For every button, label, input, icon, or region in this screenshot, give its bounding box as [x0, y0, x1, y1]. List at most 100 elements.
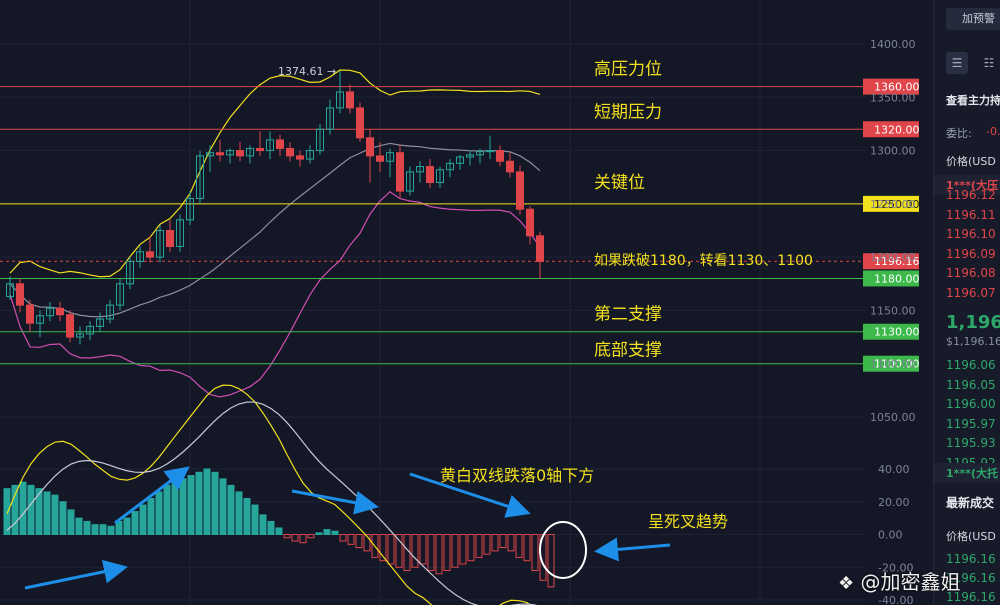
death-cross-circle: [539, 521, 587, 579]
macd-histogram-bar: [379, 534, 387, 562]
chart-area[interactable]: 1360.00 高压力位 1320.00 短期压力 1250.00 关键位 1180.00 1…: [0, 0, 933, 605]
bid-price: 1195.97: [946, 416, 996, 431]
macd-histogram-bar: [107, 525, 115, 535]
candle-body: [486, 150, 494, 153]
candle-body: [36, 315, 44, 324]
macd-histogram-bar: [523, 534, 531, 562]
macd-histogram-bar: [363, 534, 371, 552]
candle-body: [426, 166, 434, 184]
macd-tick-label: 0.00: [878, 529, 903, 542]
candle-body: [266, 139, 274, 152]
dea-line: [6, 401, 538, 605]
trade-price-header: 价格(USD: [946, 530, 996, 543]
candle-body: [196, 155, 204, 200]
add-alert-button[interactable]: 加预警: [946, 8, 1000, 30]
macd-histogram-bar: [451, 534, 459, 568]
macd-histogram-bar: [91, 524, 99, 535]
main-force-label: 查看主力持: [946, 94, 1000, 107]
candle-body: [296, 155, 304, 160]
price-level-value: 1320.00: [874, 123, 920, 136]
candle-body: [476, 151, 484, 156]
price-level-annotation: 底部支撑: [594, 341, 662, 361]
macd-histogram-bar: [355, 534, 363, 549]
upper-band-line: [9, 69, 541, 278]
candle-body: [76, 333, 84, 338]
macd-histogram-bar: [35, 488, 43, 535]
macd-histogram-bar: [507, 534, 515, 552]
last-price-usd: $1,196.16: [946, 335, 1000, 348]
trade-price: 1196.16: [946, 571, 996, 585]
macd-histogram-bar: [123, 517, 131, 535]
diamond-logo-icon: ❖: [838, 573, 855, 594]
candle-body: [436, 169, 444, 184]
macd-histogram-bar: [211, 471, 219, 535]
candle-body: [256, 147, 264, 152]
macd-histogram-bar: [483, 534, 491, 555]
candle-body: [276, 139, 284, 149]
candle-body: [136, 251, 144, 262]
macd-histogram-bar: [315, 532, 323, 535]
bid-price: 1196.00: [946, 397, 996, 411]
macd-tick-label: 40.00: [878, 463, 910, 476]
macd-histogram-bar: [299, 534, 307, 544]
macd-histogram-bar: [291, 534, 299, 542]
y-tick-label: 1200.00: [870, 251, 916, 264]
current-price-tag: [863, 253, 919, 270]
macd-histogram-bar: [11, 484, 19, 535]
candle-body: [246, 147, 254, 157]
macd-histogram-bar: [43, 491, 51, 535]
price-header: 价格(USD: [946, 155, 996, 168]
macd-histogram-bar: [251, 504, 259, 535]
blue-arrow: [409, 472, 531, 518]
list-view-icon[interactable]: ☷: [983, 56, 995, 70]
macd-histogram-bar: [283, 534, 291, 539]
chart-layout-icon[interactable]: ☰: [946, 52, 968, 74]
price-level-annotation: 第二支撑: [594, 305, 662, 325]
price-level-tag: [863, 78, 919, 95]
macd-histogram-bar: [307, 534, 315, 539]
y-tick-label: 1300.00: [870, 145, 916, 158]
price-level-tag: [863, 270, 919, 287]
candle-body: [466, 154, 474, 158]
y-tick-label: 1050.00: [870, 411, 916, 424]
macd-histogram-bar: [195, 471, 203, 535]
macd-histogram-bar: [491, 534, 499, 552]
candle-body: [326, 107, 334, 130]
price-level-tag: [863, 323, 919, 340]
macd-histogram-bar: [131, 511, 139, 536]
blue-arrow: [24, 559, 128, 590]
macd-histogram-bar: [275, 527, 283, 536]
ask-price: 1196.08: [946, 266, 996, 280]
macd-histogram-bar: [419, 534, 427, 565]
macd-histogram-bar: [435, 534, 443, 575]
chart-svg: 1360.00 高压力位 1320.00 短期压力 1250.00 关键位 1180.00 1…: [0, 0, 920, 605]
candle-body: [456, 156, 464, 164]
macd-histogram-bar: [219, 478, 227, 536]
y-tick-label: 1100.00: [870, 358, 916, 371]
candle-body: [206, 152, 214, 157]
candle-body: [376, 155, 384, 162]
candle-body: [416, 166, 424, 173]
candle-body: [66, 314, 74, 338]
latest-trades-title: 最新成交: [946, 496, 995, 510]
macd-histogram-bar: [203, 468, 211, 535]
candle-body: [306, 150, 314, 160]
macd-histogram-bar: [427, 534, 435, 572]
macd-tick-label: -40.00: [878, 594, 913, 605]
candle-body: [186, 198, 194, 221]
candle-body: [26, 304, 34, 324]
macd-histogram-bar: [3, 488, 11, 535]
candle-body: [116, 283, 124, 306]
macd-histogram-bar: [323, 529, 331, 536]
macd-histogram-bar: [163, 484, 171, 535]
macd-histogram-bar: [235, 491, 243, 535]
macd-histogram-bar: [499, 534, 507, 549]
macd-histogram-bar: [227, 484, 235, 535]
price-level-value: 1360.00: [874, 81, 920, 94]
candle-body: [216, 152, 224, 156]
candle-body: [56, 307, 64, 316]
death-cross-annotation: 呈死叉趋势: [648, 512, 728, 531]
macd-histogram-bar: [459, 534, 467, 565]
y-tick-label: 1150.00: [870, 304, 916, 317]
candle-body: [16, 283, 24, 306]
